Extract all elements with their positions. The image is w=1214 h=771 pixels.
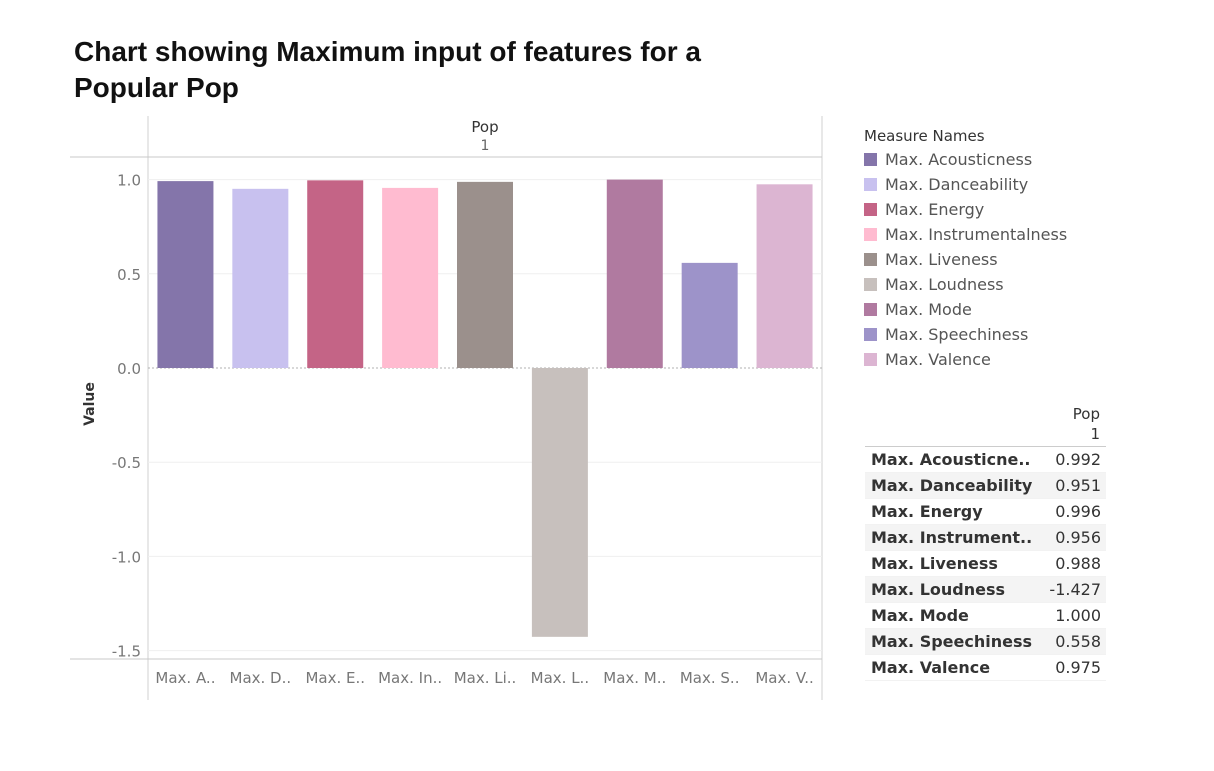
x-tick-label: Max. E.. [305,669,365,687]
table-row-name: Max. Energy [871,502,983,521]
table-subheader: 1 [1090,425,1100,443]
x-tick-label: Max. In.. [378,669,442,687]
y-tick-label: 0.5 [117,266,141,284]
table-row-name: Max. Mode [871,606,969,625]
legend-label: Max. Instrumentalness [885,225,1068,244]
table-row-value: -1.427 [1049,580,1101,599]
x-tick-label: Max. V.. [755,669,813,687]
table-row-value: 0.558 [1055,632,1101,651]
values-table: Pop 1 Max. Acousticne.. 0.992 Max. Danceab… [865,404,1106,681]
legend-item: Max. Mode [864,297,1067,322]
legend-swatch [864,153,877,166]
table-row-value: 0.992 [1055,450,1101,469]
chart-title: Chart showing Maximum input of features … [74,34,794,106]
table-row: Max. Instrument.. 0.956 [865,525,1106,551]
legend: Measure Names Max. Acousticness Max. Danc… [864,125,1067,372]
x-tick-label: Max. M.. [603,669,666,687]
legend-swatch [864,203,877,216]
bar-max-speechiness [681,262,738,368]
table-row-name: Max. Instrument.. [871,528,1033,547]
chart-title-line-2: Popular Pop [74,72,239,103]
legend-item: Max. Instrumentalness [864,222,1067,247]
table-row-value: 0.988 [1055,554,1101,573]
table-row-name: Max. Danceability [871,476,1033,495]
legend-title: Measure Names [864,127,985,145]
y-tick-label: -1.0 [112,548,141,566]
legend-label: Max. Acousticness [885,150,1033,169]
legend-item: Max. Acousticness [864,147,1067,172]
legend-label: Max. Liveness [885,250,998,269]
table-row-value: 0.975 [1055,658,1101,677]
legend-swatch [864,353,877,366]
x-tick-label: Max. S.. [680,669,740,687]
legend-swatch [864,178,877,191]
x-tick-label: Max. Li.. [454,669,517,687]
table-row: Max. Liveness 0.988 [865,551,1106,577]
legend-swatch [864,228,877,241]
table-row: Max. Energy 0.996 [865,499,1106,525]
table-row-name: Max. Liveness [871,554,998,573]
bar-max-energy [307,180,364,368]
bar-max-danceability [232,188,289,368]
legend-label: Max. Valence [885,350,991,369]
bar-chart: 1.0 0.5 0.0 -0.5 -1.0 -1.5 Max. A.. Max. D.. Max… [70,116,823,700]
legend-item: Max. Liveness [864,247,1067,272]
table-row-name: Max. Valence [871,658,991,677]
legend-items: Max. Acousticness Max. Danceability Max. E… [864,147,1067,372]
table-row-value: 0.956 [1055,528,1101,547]
table-row-name: Max. Speechiness [871,632,1033,651]
table-row-name: Max. Acousticne.. [871,450,1031,469]
table-rows: Max. Acousticne.. 0.992 Max. Danceability 0… [865,446,1106,681]
x-tick-label: Max. D.. [230,669,292,687]
x-tick-label: Max. A.. [155,669,215,687]
bar-max-acousticness [157,181,214,368]
table-header: Pop [1072,405,1100,423]
column-header: Pop [471,118,499,136]
y-tick-label: 0.0 [117,360,141,378]
table-row: Max. Valence 0.975 [865,655,1106,681]
table-row: Max. Danceability 0.951 [865,473,1106,499]
legend-item: Max. Speechiness [864,322,1067,347]
y-tick-label: -0.5 [112,454,141,472]
legend-label: Max. Loudness [885,275,1004,294]
legend-label: Max. Danceability [885,175,1029,194]
table-row: Max. Mode 1.000 [865,603,1106,629]
legend-item: Max. Energy [864,197,1067,222]
bar-max-instrumentalness [382,187,439,368]
table-row-value: 1.000 [1055,606,1101,625]
x-tick-label: Max. L.. [531,669,589,687]
y-tick-label: 1.0 [117,172,141,190]
bar-max-loudness [531,368,588,637]
y-tick-label: -1.5 [112,643,141,661]
bar-max-liveness [457,181,513,368]
legend-swatch [864,328,877,341]
bar-max-valence [756,184,813,368]
legend-label: Max. Energy [885,200,985,219]
legend-item: Max. Valence [864,347,1067,372]
bar-max-mode [606,179,663,368]
legend-item: Max. Danceability [864,172,1067,197]
legend-label: Max. Mode [885,300,972,319]
legend-swatch [864,253,877,266]
table-row-name: Max. Loudness [871,580,1006,599]
chart-title-line-1: Chart showing Maximum input of features … [74,36,701,67]
table-row-value: 0.996 [1055,502,1101,521]
legend-swatch [864,278,877,291]
legend-label: Max. Speechiness [885,325,1029,344]
column-subheader: 1 [480,138,490,154]
legend-swatch [864,303,877,316]
table-row-value: 0.951 [1055,476,1101,495]
table-row: Max. Speechiness 0.558 [865,629,1106,655]
table-row: Max. Acousticne.. 0.992 [865,447,1106,473]
legend-item: Max. Loudness [864,272,1067,297]
table-row: Max. Loudness -1.427 [865,577,1106,603]
